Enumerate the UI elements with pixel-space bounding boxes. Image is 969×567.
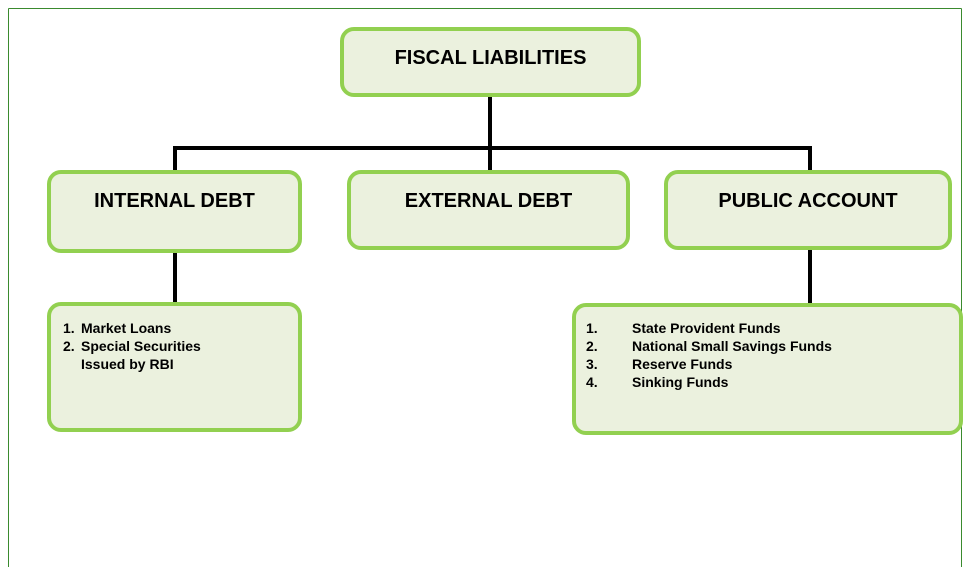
item-number: 3. <box>586 356 598 372</box>
item-text: National Small Savings Funds <box>632 338 832 354</box>
root-node: FISCAL LIABILITIES <box>340 27 641 97</box>
node: PUBLIC ACCOUNT <box>664 170 952 250</box>
list-item: 3. Reserve Funds <box>586 355 959 373</box>
list-box: 1. Market Loans 2. Special Securities Issue… <box>47 302 302 432</box>
item-number: 2. <box>586 338 598 354</box>
item-number: 1. <box>63 320 75 336</box>
node-label: PUBLIC ACCOUNT <box>718 190 898 212</box>
list-item: 1. State Provident Funds <box>586 319 959 337</box>
item-text: Sinking Funds <box>632 374 729 390</box>
item-text: Market Loans <box>81 320 172 336</box>
item-number: 4. <box>586 374 598 390</box>
node: EXTERNAL DEBT <box>347 170 630 250</box>
list-item: 1. Market Loans <box>63 319 298 337</box>
item-text: State Provident Funds <box>632 320 781 336</box>
list-item: 2. National Small Savings Funds <box>586 337 959 355</box>
list-item: 4. Sinking Funds <box>586 373 959 391</box>
list-box: 1. State Provident Funds 2. National Small … <box>572 303 963 435</box>
item-text: Special Securities Issued by RBI <box>81 338 201 372</box>
item-text: Reserve Funds <box>632 356 733 372</box>
list-item: 2. Special Securities Issued by RBI <box>63 337 298 373</box>
item-number: 1. <box>586 320 598 336</box>
item-number: 2. <box>63 338 75 354</box>
node-label: FISCAL LIABILITIES <box>394 47 587 69</box>
node-label: EXTERNAL DEBT <box>404 190 573 212</box>
node-label: INTERNAL DEBT <box>94 190 255 212</box>
node: INTERNAL DEBT <box>47 170 302 253</box>
